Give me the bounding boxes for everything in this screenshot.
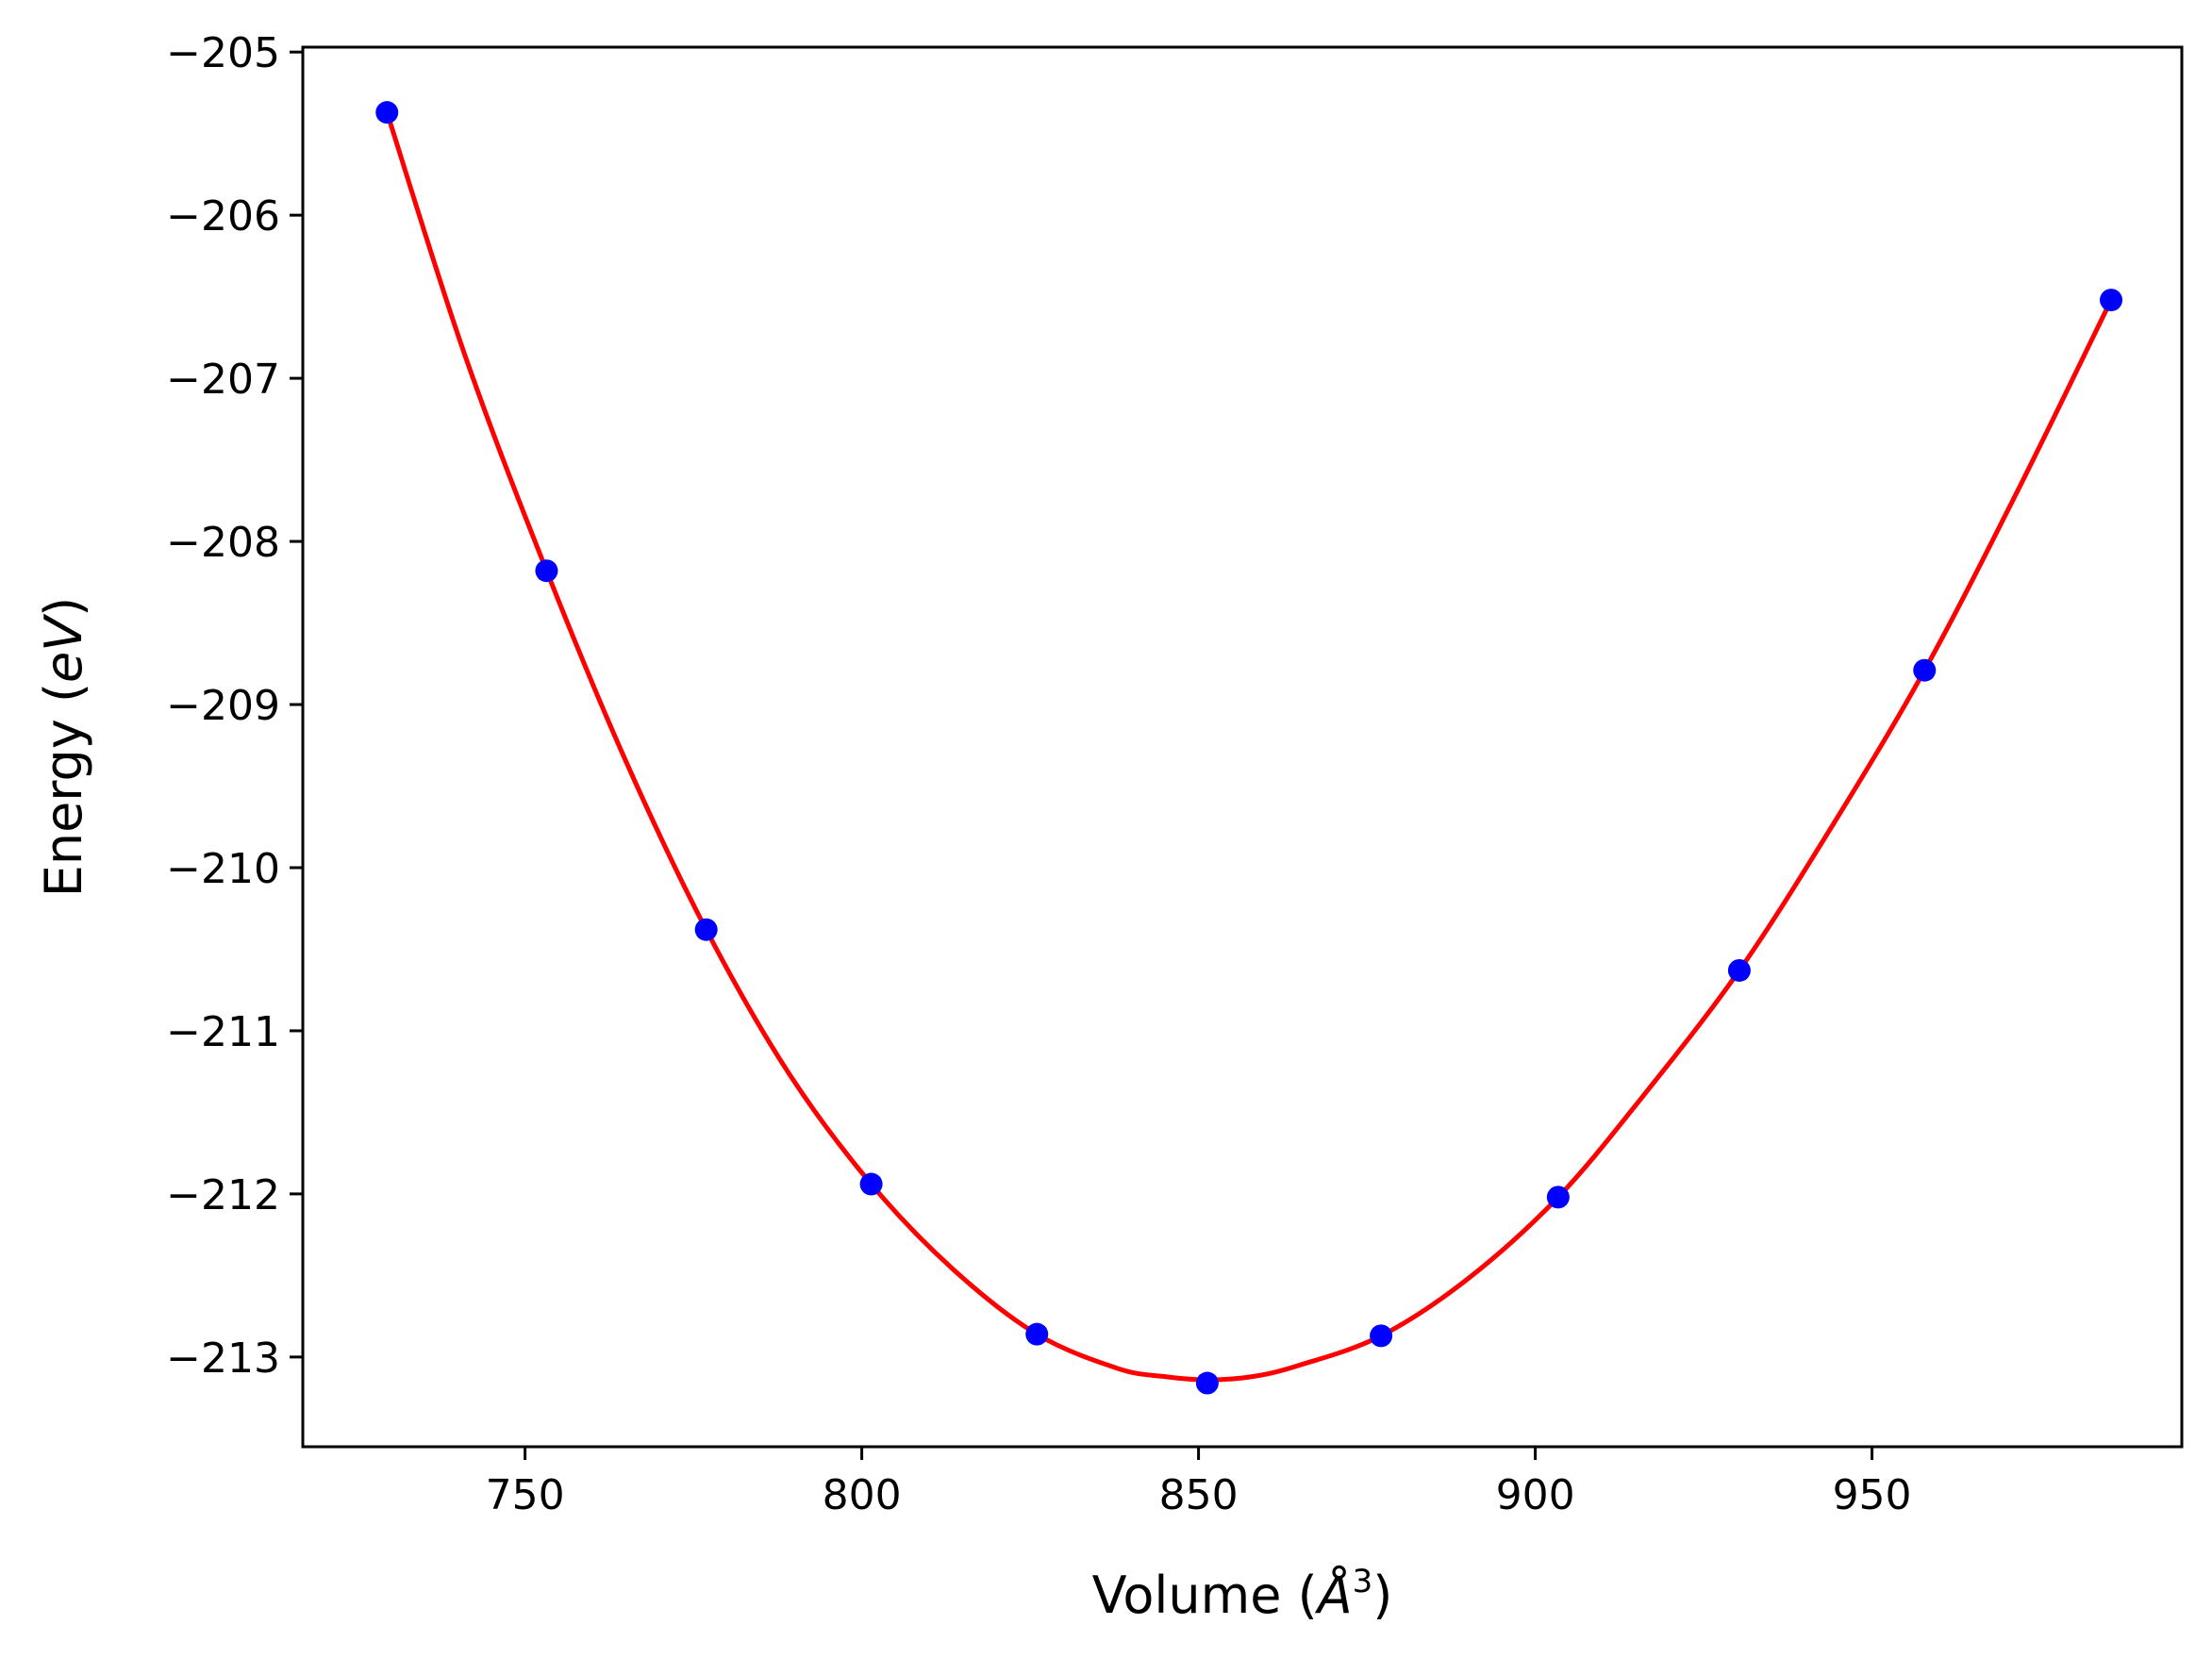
x-tick-label: 800 <box>823 1471 902 1519</box>
x-tick-label: 850 <box>1159 1471 1239 1519</box>
data-point <box>2100 289 2123 312</box>
data-point <box>1195 1371 1219 1395</box>
y-axis-ticks: −205 −206 −207 −208 −209 −210 −211 −212 −213 <box>166 29 303 1383</box>
data-point <box>1370 1324 1393 1348</box>
data-point <box>1025 1322 1049 1346</box>
x-tick-label: 750 <box>486 1471 565 1519</box>
y-tick-label: −210 <box>166 845 280 893</box>
data-point <box>859 1172 883 1196</box>
y-axis-label: Energy (eV) <box>34 597 93 898</box>
y-tick-label: −208 <box>166 519 280 567</box>
y-tick-label: −213 <box>166 1335 280 1383</box>
y-tick-label: −205 <box>166 29 280 77</box>
data-point <box>1913 658 1937 682</box>
data-point <box>375 101 399 124</box>
plot-frame <box>301 45 2184 1449</box>
y-tick-label: −207 <box>166 356 280 404</box>
data-point <box>1727 958 1751 982</box>
y-tick-label: −212 <box>166 1171 280 1219</box>
x-axis-label: Volume (Å3) <box>1092 1563 1393 1625</box>
data-points-layer <box>375 101 2123 1395</box>
y-tick-label: −211 <box>166 1008 280 1056</box>
y-tick-label: −209 <box>166 682 280 730</box>
x-axis-ticks: 750 800 850 900 950 <box>486 1447 1912 1519</box>
y-tick-label: −206 <box>166 192 280 240</box>
x-tick-label: 900 <box>1496 1471 1575 1519</box>
data-point <box>535 559 558 583</box>
data-point <box>1546 1185 1570 1209</box>
data-point <box>694 918 718 941</box>
x-tick-label: 950 <box>1833 1471 1912 1519</box>
